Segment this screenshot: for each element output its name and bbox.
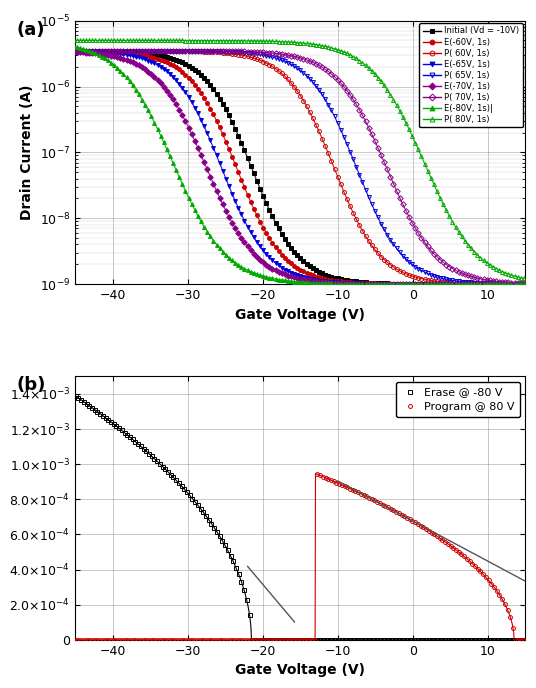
Erase @ -80 V — [341, 636, 348, 644]
Program @ 80 V — [314, 470, 321, 478]
Text: (b): (b) — [17, 376, 46, 394]
Text: (a): (a) — [17, 21, 45, 39]
Program @ 80 V — [200, 636, 206, 644]
X-axis label: Gate Voltage (V): Gate Voltage (V) — [235, 663, 365, 677]
Program @ 80 V — [311, 636, 318, 644]
Y-axis label: Drain Current (A): Drain Current (A) — [20, 85, 34, 220]
Erase @ -80 V — [276, 636, 282, 644]
Program @ 80 V — [214, 636, 220, 644]
Erase @ -80 V — [100, 411, 106, 420]
Program @ 80 V — [529, 636, 535, 644]
Program @ 80 V — [100, 636, 106, 644]
Erase @ -80 V — [314, 636, 321, 644]
Legend: Initial (Vd = -10V), E(-60V, 1s), P( 60V, 1s), E(-65V, 1s), P( 65V, 1s), E(-70V,: Initial (Vd = -10V), E(-60V, 1s), P( 60V… — [419, 23, 523, 127]
Line: Erase @ -80 V: Erase @ -80 V — [65, 389, 534, 642]
Legend: Erase @ -80 V, Program @ 80 V: Erase @ -80 V, Program @ 80 V — [396, 382, 520, 418]
Erase @ -80 V — [214, 528, 220, 536]
Erase @ -80 V — [200, 508, 206, 517]
X-axis label: Gate Voltage (V): Gate Voltage (V) — [235, 308, 365, 321]
Line: Program @ 80 V: Program @ 80 V — [65, 473, 534, 642]
Program @ 80 V — [273, 636, 280, 644]
Erase @ -80 V — [64, 386, 71, 394]
Program @ 80 V — [64, 636, 71, 644]
Erase @ -80 V — [529, 636, 535, 644]
Y-axis label: Drain current $^{1/2}$ (A$^{1/2}$): Drain current $^{1/2}$ (A$^{1/2}$) — [0, 423, 4, 593]
Program @ 80 V — [341, 482, 348, 491]
Erase @ -80 V — [249, 636, 256, 644]
